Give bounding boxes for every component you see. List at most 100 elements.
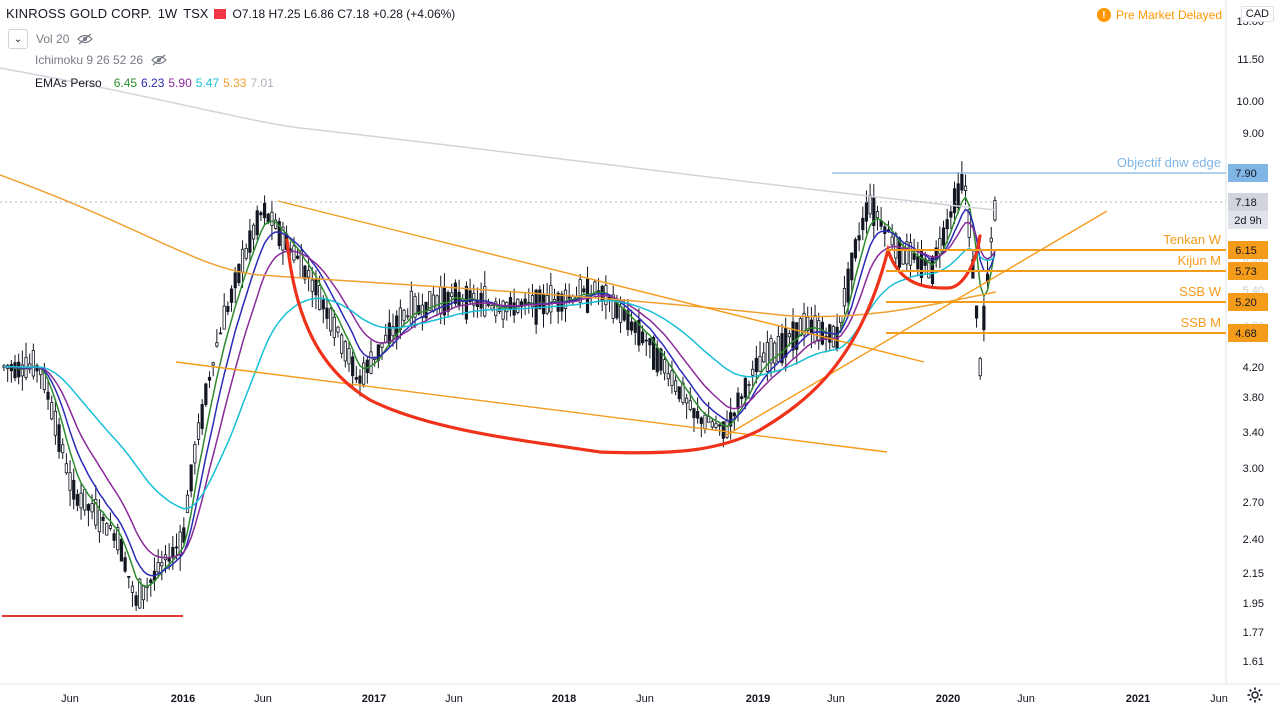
candle-body	[417, 305, 421, 315]
candle-body	[307, 270, 311, 278]
candle-body	[956, 183, 960, 208]
ema-value: 5.47	[195, 76, 220, 90]
candle-body	[784, 327, 788, 358]
x-tick-label: 2020	[936, 693, 960, 705]
candle-body	[13, 362, 17, 379]
candle-body	[839, 315, 843, 324]
candle-body	[204, 383, 208, 405]
candle-body	[53, 410, 57, 436]
candle-body	[101, 516, 105, 521]
gear-icon[interactable]	[1246, 686, 1264, 704]
cup-handle-drawing	[285, 234, 982, 455]
candle-body	[578, 279, 582, 303]
candle-body	[134, 595, 138, 606]
candle-body	[861, 217, 865, 231]
candle-body	[310, 279, 314, 292]
candle-body	[787, 333, 791, 338]
canada-flag-icon	[214, 8, 227, 19]
candle-body	[391, 326, 395, 337]
ichimoku-label[interactable]: Ichimoku 9 26 52 26	[35, 53, 144, 67]
level-label: SSB M	[1181, 315, 1221, 330]
ohlc-values: O7.18 H7.25 L6.86 C7.18 +0.28 (+4.06%)	[232, 6, 456, 21]
ema-value: 7.01	[250, 76, 274, 90]
warning-icon: !	[1096, 8, 1111, 22]
candle-body	[347, 348, 351, 365]
emas-legend: EMAs Perso 6.45 6.23 5.90 5.47 5.33 7.01	[35, 76, 274, 90]
candle-body	[442, 286, 447, 316]
candle-body	[633, 321, 637, 333]
emas-label[interactable]: EMAs Perso	[35, 76, 102, 90]
ichimoku-legend: Ichimoku 9 26 52 26	[35, 53, 167, 67]
candle-body	[237, 263, 241, 284]
candle-body	[149, 579, 153, 584]
candle-body	[277, 221, 281, 247]
market-status[interactable]: ! Pre Market Delayed	[1096, 8, 1222, 22]
candle-body	[780, 333, 784, 364]
candle-body	[868, 195, 872, 215]
x-tick-label: Jun	[636, 693, 654, 705]
eye-hidden-icon[interactable]	[151, 54, 167, 66]
y-tick-label: 11.50	[1237, 54, 1264, 66]
candle-body	[259, 212, 263, 216]
candle-body	[413, 296, 417, 318]
candle-body	[435, 295, 439, 310]
candle-body	[663, 359, 667, 374]
candle-body	[130, 585, 135, 593]
candle-body	[593, 281, 597, 294]
candle-body	[343, 341, 347, 362]
ema-line-2	[3, 208, 996, 577]
candle-body	[703, 414, 707, 429]
symbol-interval[interactable]: 1W	[157, 6, 178, 21]
candle-body	[563, 289, 568, 309]
candle-body	[982, 305, 986, 331]
candle-body	[174, 546, 179, 549]
candle-body	[314, 278, 318, 296]
candle-body	[61, 444, 65, 454]
candle-body	[618, 305, 623, 323]
y-tick-label: 1.77	[1243, 627, 1264, 639]
candle-body	[233, 272, 237, 289]
candle-body	[857, 235, 861, 241]
candle-body	[409, 290, 413, 326]
volume-legend: ⌄ Vol 20	[8, 29, 94, 49]
level-label: Kijun M	[1178, 253, 1221, 268]
candle-body	[494, 301, 498, 317]
candle-body	[365, 359, 369, 373]
symbol-name[interactable]: KINROSS GOLD CORP.	[6, 6, 152, 21]
eye-hidden-icon[interactable]	[77, 33, 94, 45]
candle-body	[255, 210, 259, 236]
candle-body	[325, 307, 329, 319]
candle-body	[398, 307, 402, 331]
volume-label[interactable]: Vol 20	[36, 32, 70, 46]
y-tick-label: 1.95	[1243, 598, 1264, 610]
price-badge	[1228, 324, 1268, 342]
candle-body	[262, 202, 267, 219]
trendline-lower	[175, 361, 888, 453]
level-label: SSB W	[1179, 284, 1222, 299]
candle-body	[699, 417, 703, 424]
candle-body	[846, 268, 850, 303]
candle-body	[281, 226, 285, 251]
candle-body	[640, 331, 645, 344]
ema-value: 5.90	[168, 76, 192, 90]
x-tick-label: Jun	[1210, 693, 1228, 705]
candle-body	[207, 376, 212, 381]
candle-body	[611, 294, 615, 319]
candle-body	[530, 294, 535, 308]
currency-label[interactable]: CAD	[1240, 6, 1274, 22]
candle-body	[189, 464, 193, 492]
ema-value: 5.33	[223, 76, 247, 90]
chevron-down-icon[interactable]: ⌄	[8, 29, 28, 49]
candle-body	[292, 245, 296, 261]
candle-body	[714, 423, 718, 428]
candle-body	[809, 319, 814, 334]
price-badge	[1228, 193, 1268, 211]
trendline-upper	[277, 200, 925, 363]
candle-body	[90, 503, 94, 513]
candle-body	[963, 185, 968, 192]
candle-body	[160, 562, 164, 567]
candle-body	[806, 316, 810, 332]
candle-body	[864, 201, 869, 222]
x-tick-label: 2021	[1126, 693, 1150, 705]
